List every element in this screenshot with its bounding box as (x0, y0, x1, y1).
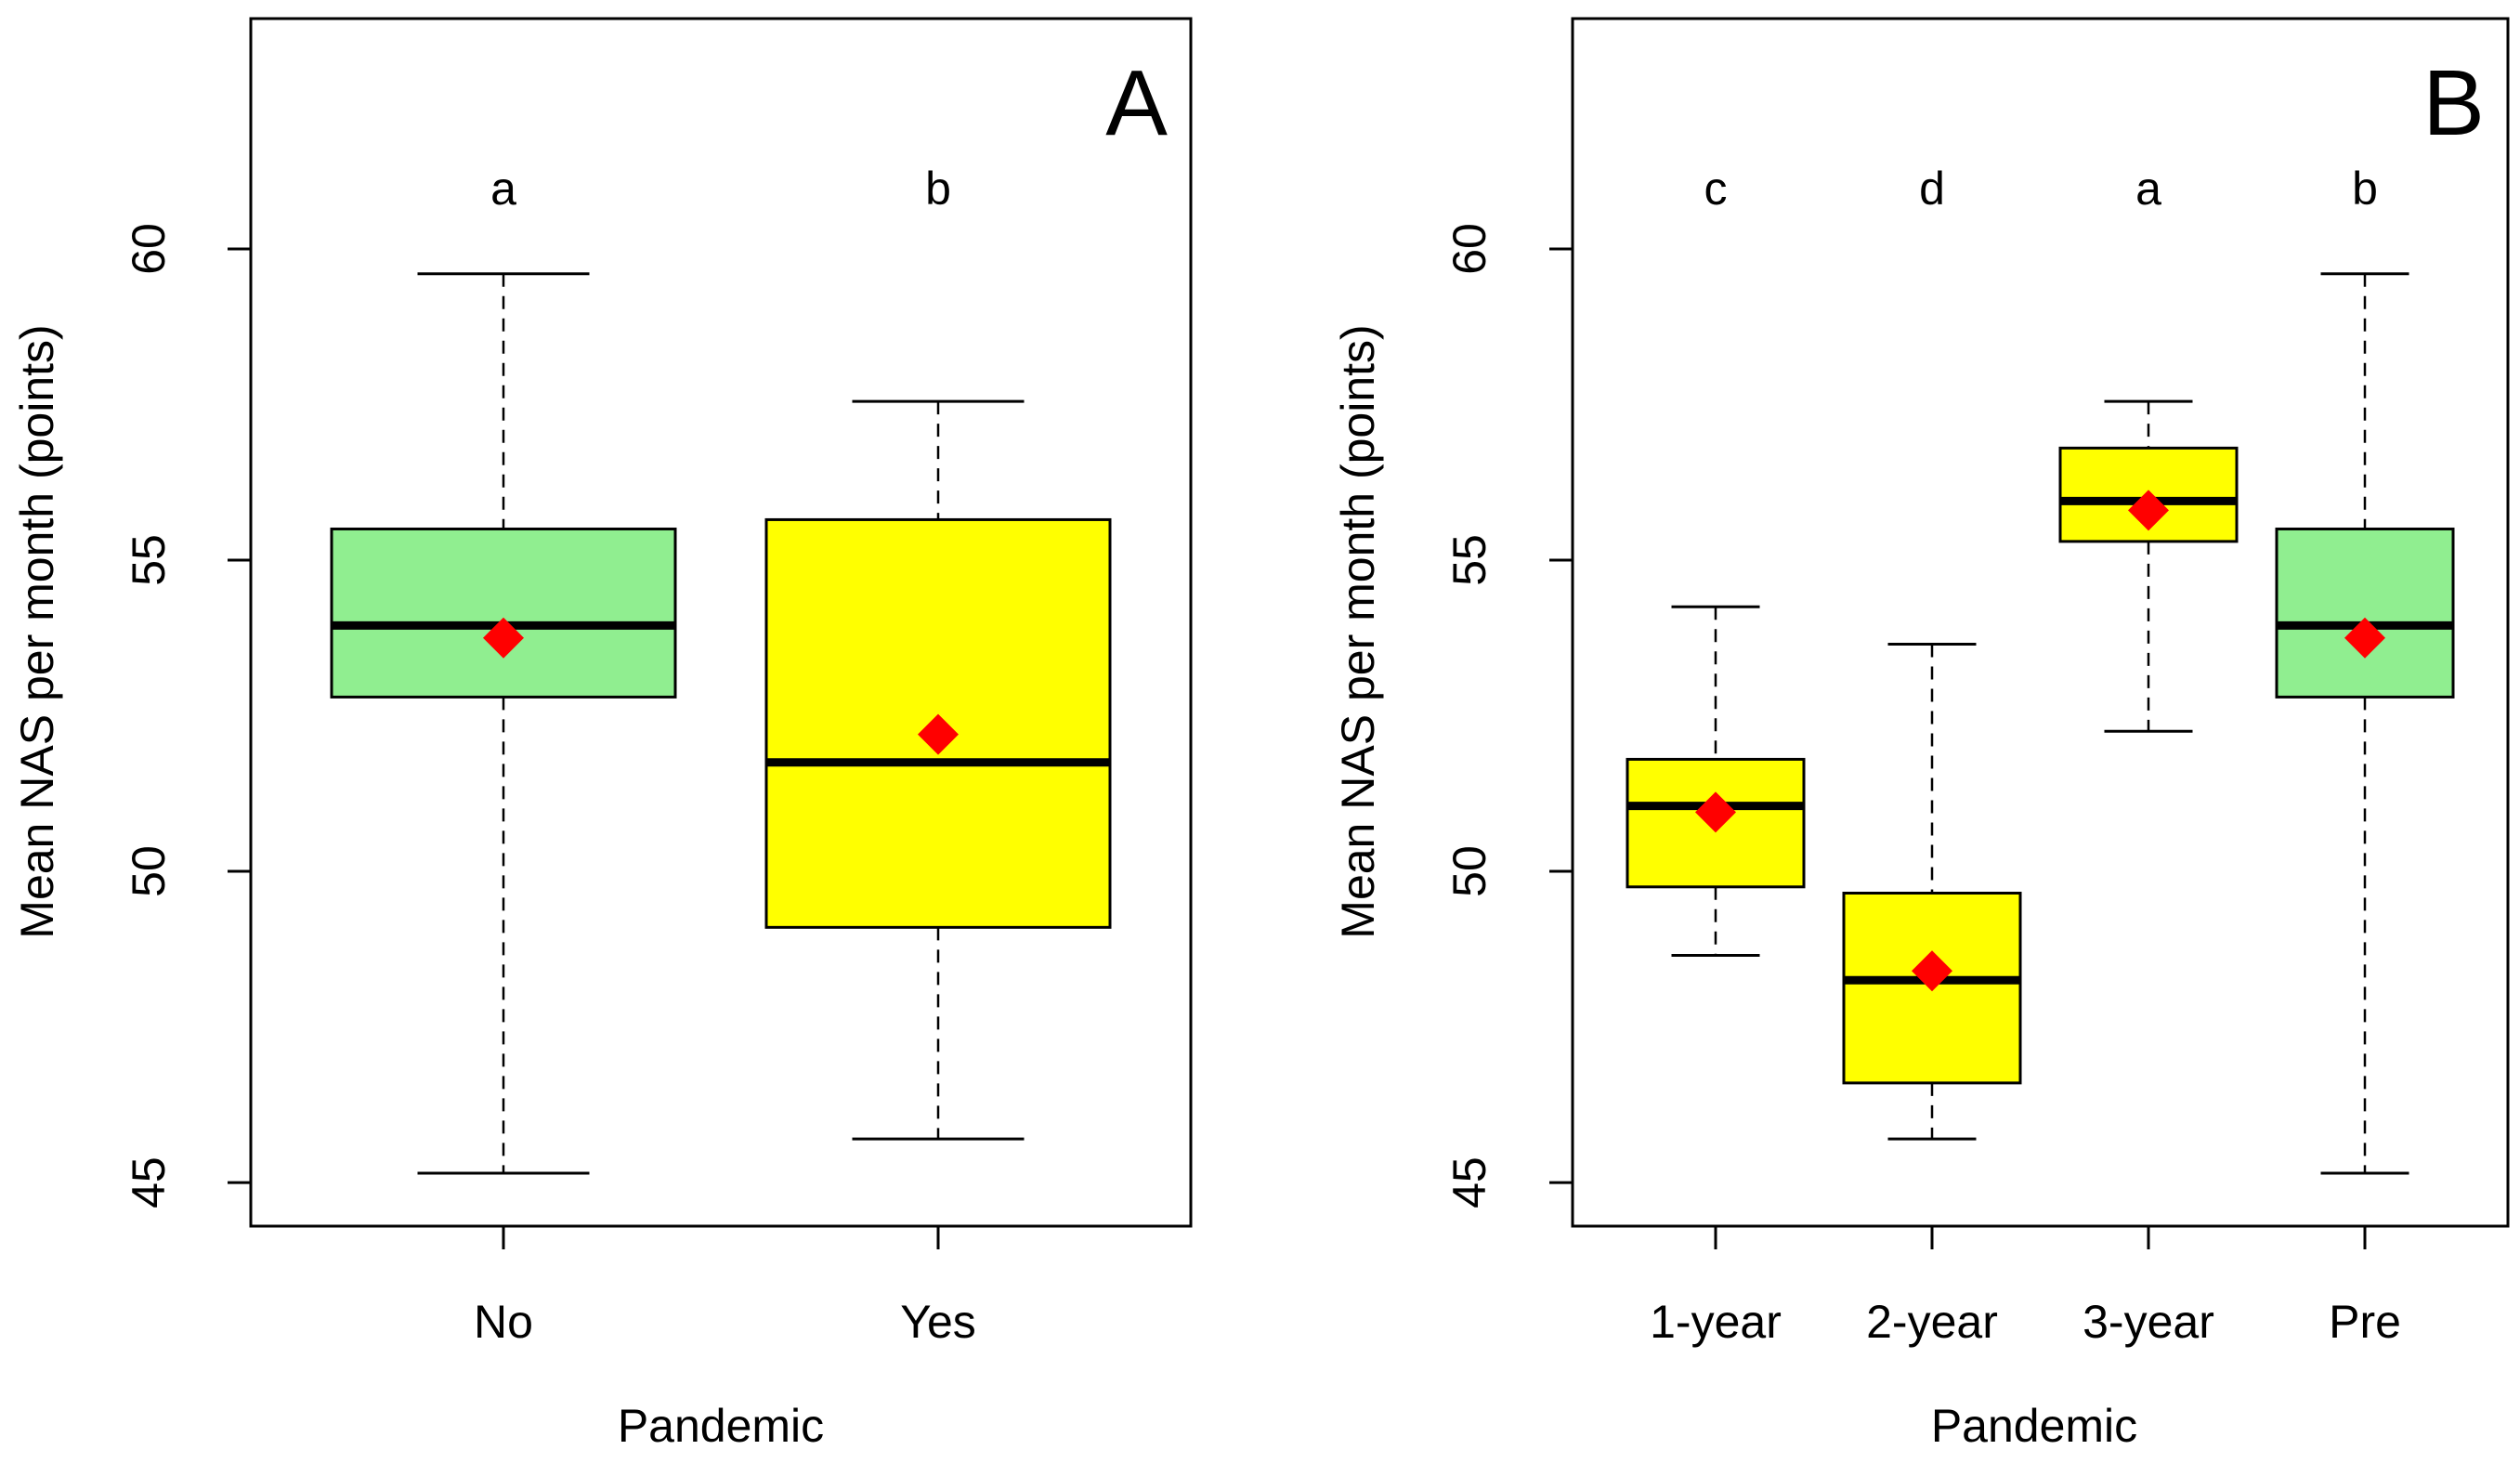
panel-a: 45 50 55 60 Mean NAS per month (points) Pande… (11, 17, 1193, 1452)
y-axis-title: Mean NAS per month (points) (11, 324, 63, 938)
panel-b: 45 50 55 60 Mean NAS per month (points) Pande… (1332, 17, 2510, 1452)
y-tick-label: 60 (123, 223, 175, 275)
y-axis-title: Mean NAS per month (points) (1332, 324, 1384, 938)
significance-letter: b (925, 163, 951, 215)
y-tick-label: 50 (123, 845, 175, 897)
x-tick-label: 1-year (1650, 1296, 1782, 1348)
significance-letter: c (1704, 163, 1728, 215)
plot-frame (249, 17, 1193, 1228)
mean-marker (483, 617, 524, 659)
plot-frame (1571, 17, 2510, 1228)
significance-letter: a (490, 163, 516, 215)
significance-letter: b (2352, 163, 2378, 215)
x-tick-label: 3-year (2083, 1296, 2214, 1348)
iqr-box (330, 527, 677, 699)
significance-letter: d (1919, 163, 1945, 215)
x-tick-label: No (474, 1296, 533, 1348)
y-tick-label: 55 (123, 534, 175, 586)
x-tick-label: Pre (2329, 1296, 2401, 1348)
panel-label: A (1105, 51, 1168, 155)
mean-marker (2128, 490, 2169, 531)
iqr-box (2275, 527, 2455, 699)
x-tick-label: Yes (900, 1296, 976, 1348)
x-axis-title: Pandemic (1931, 1400, 2137, 1452)
mean-marker (1912, 950, 1952, 992)
y-tick-label: 50 (1443, 845, 1495, 897)
y-tick-label: 45 (123, 1156, 175, 1208)
mean-marker (1695, 791, 1736, 833)
significance-letter: a (2135, 163, 2161, 215)
y-tick-label: 55 (1443, 534, 1495, 586)
panel-label: B (2422, 51, 2485, 155)
y-tick-label: 60 (1443, 223, 1495, 275)
x-tick-label: 2-year (1866, 1296, 1998, 1348)
y-tick-label: 45 (1443, 1156, 1495, 1208)
mean-marker (2344, 617, 2385, 659)
x-axis-title: Pandemic (618, 1400, 824, 1452)
mean-marker (918, 713, 959, 755)
